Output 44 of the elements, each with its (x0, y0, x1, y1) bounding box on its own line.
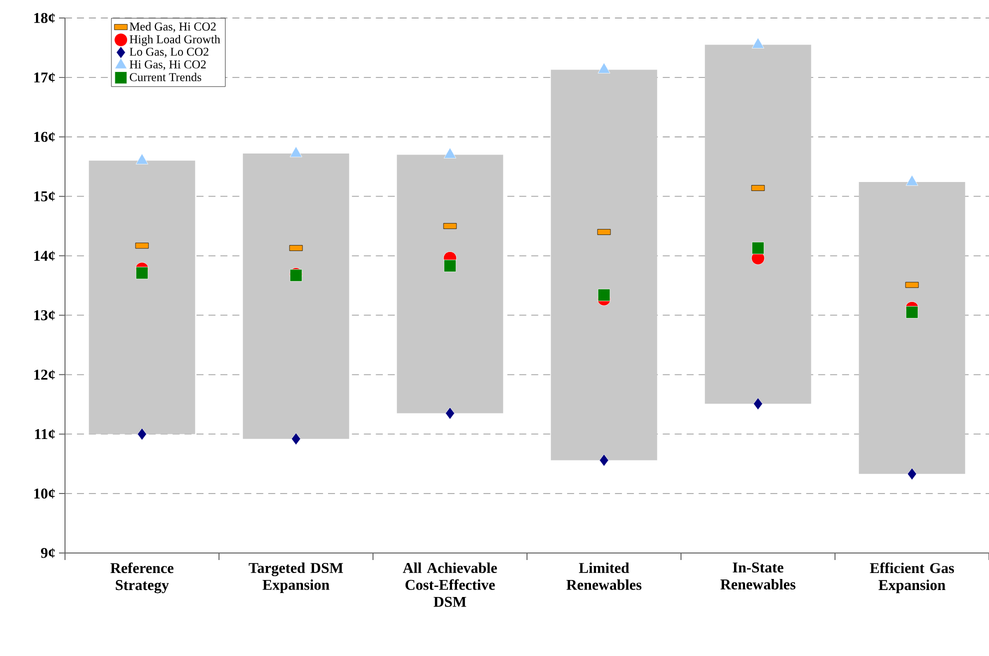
point (753, 398, 763, 410)
point (136, 153, 148, 164)
y-tick-label: 18¢ (34, 12, 55, 24)
point (137, 428, 147, 440)
point (136, 266, 148, 280)
point (598, 288, 610, 302)
point (291, 432, 301, 446)
point (752, 38, 764, 48)
point (598, 62, 610, 74)
legend-label: Current Trends (130, 72, 202, 82)
point (444, 148, 456, 158)
legend-label: Med Gas, Hi CO2 (130, 22, 216, 32)
y-tick-label: 11¢ (35, 429, 55, 440)
y-tick-label: 9¢ (40, 548, 55, 558)
y-tick-label: 13¢ (34, 310, 55, 320)
point (290, 146, 302, 158)
x-tick-label: Reference Strategy (110, 562, 174, 594)
bar (242, 154, 350, 439)
y-tick-label: 12¢ (34, 370, 55, 380)
bar (396, 154, 504, 414)
point (599, 454, 609, 466)
x-tick-label: Targeted DSM Expansion (248, 562, 344, 593)
point (907, 468, 917, 480)
legend-label: Lo Gas, Lo CO2 (130, 48, 208, 58)
legend-label: High Load Growth (130, 34, 220, 46)
bar (704, 44, 812, 404)
legend-label: Hi Gas, Hi CO2 (130, 60, 206, 70)
y-tick-label: 16¢ (34, 132, 55, 142)
point (906, 174, 918, 186)
x-tick-label: All Achievable Cost-Effective DSM (402, 562, 497, 607)
point (445, 407, 455, 420)
point (752, 242, 764, 254)
y-tick-label: 15¢ (34, 191, 55, 202)
point (444, 260, 456, 272)
x-tick-label: In-State Renewables (720, 562, 796, 590)
bar (858, 182, 966, 474)
x-tick-label: Limited Renewables (566, 562, 642, 590)
x-tick-label: Efficient Gas Expansion (870, 562, 954, 594)
y-tick-label: 10¢ (34, 488, 55, 499)
bar (88, 160, 196, 434)
y-tick-label: 17¢ (34, 72, 55, 82)
point (906, 306, 918, 318)
y-tick-label: 14¢ (34, 250, 55, 261)
bar (550, 70, 658, 460)
